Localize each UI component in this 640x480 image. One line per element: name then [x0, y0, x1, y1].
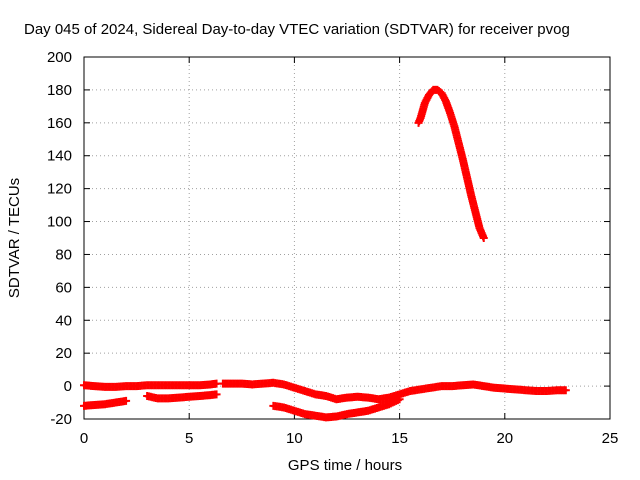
x-tick-label: 20 — [496, 430, 513, 447]
data-series — [80, 85, 570, 422]
y-tick-label: 160 — [47, 115, 72, 132]
data-point-marker — [122, 396, 131, 405]
y-tick-label: -20 — [50, 411, 72, 428]
x-tick-label: 0 — [80, 430, 88, 447]
y-tick-label: 0 — [64, 378, 72, 395]
y-tick-label: 20 — [55, 345, 72, 362]
data-point-marker — [561, 386, 570, 395]
x-tick-label: 5 — [185, 430, 193, 447]
y-tick-label: 40 — [55, 312, 72, 329]
y-tick-label: 80 — [55, 246, 72, 263]
plot-area-frame — [83, 56, 611, 420]
y-axis-label: SDTVAR / TECUs — [6, 178, 23, 298]
x-tick-label: 10 — [286, 430, 303, 447]
x-axis-label: GPS time / hours — [288, 457, 402, 474]
y-tick-label: 120 — [47, 181, 72, 198]
y-tick-label: 140 — [47, 148, 72, 165]
x-tick-label: 15 — [391, 430, 408, 447]
x-tick-label: 25 — [602, 430, 619, 447]
y-tick-label: 100 — [47, 214, 72, 231]
y-tick-label: 200 — [47, 49, 72, 66]
grid-lines — [84, 57, 610, 419]
x-tick-labels: 0 5 10 15 20 25 — [80, 430, 619, 447]
data-point-marker — [479, 234, 488, 242]
y-tick-label: 180 — [47, 82, 72, 99]
y-tick-label: 60 — [55, 279, 72, 296]
axis-ticks — [83, 56, 611, 420]
data-point-marker — [395, 395, 404, 404]
y-tick-labels: -20 0 20 40 60 80 100 120 140 160 180 200 — [47, 49, 72, 428]
chart-title: Day 045 of 2024, Sidereal Day-to-day VTE… — [24, 21, 570, 38]
data-point-marker — [212, 390, 221, 399]
